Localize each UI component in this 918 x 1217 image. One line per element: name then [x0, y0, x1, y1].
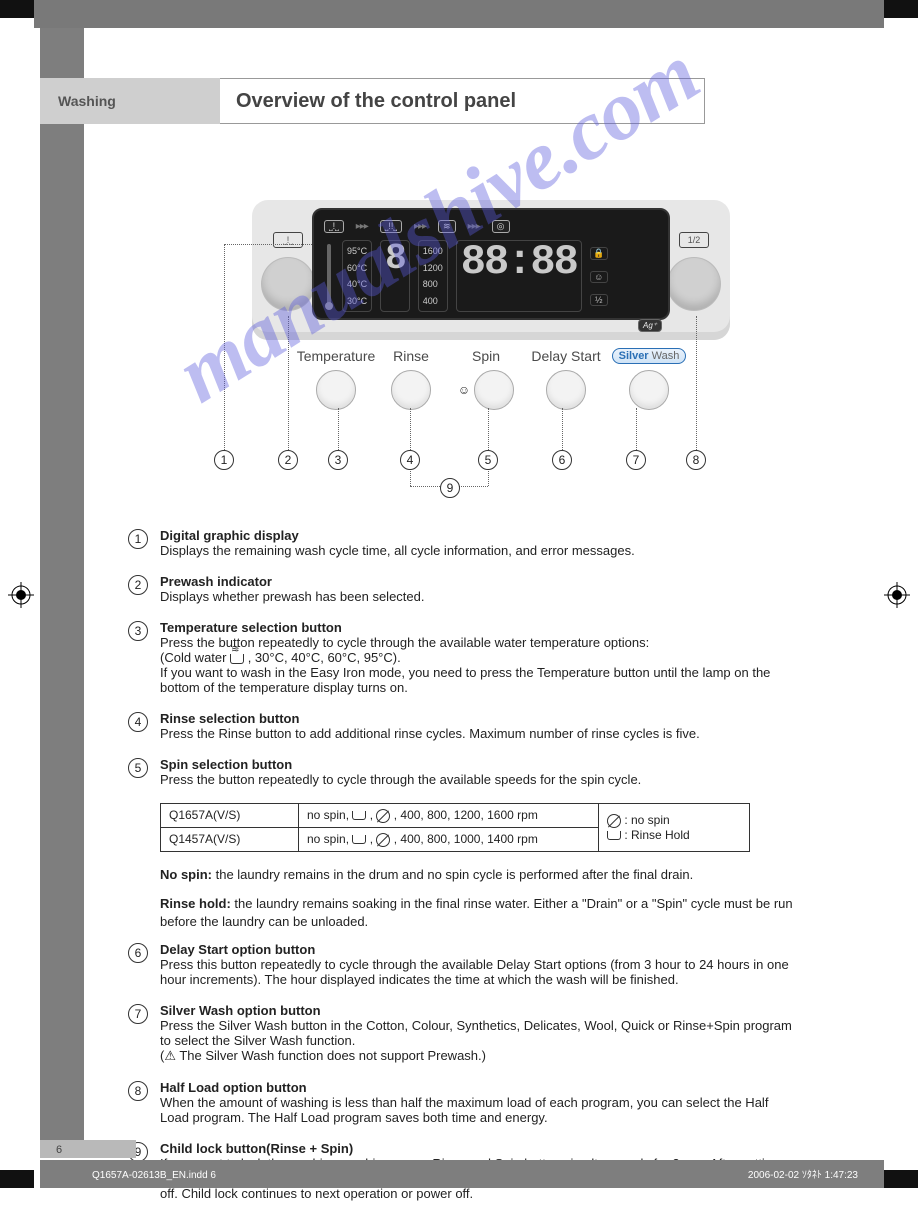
spin-control: Spin ☺ [446, 348, 526, 410]
section-header: Washing Overview of the control panel [40, 78, 705, 124]
spin-speed-table: Q1657A(V/S) no spin, , , 400, 800, 1200,… [160, 803, 750, 852]
bullet-num: 6 [128, 943, 148, 963]
child-lock-icon: ☺ [458, 383, 470, 397]
bullet-num: 2 [128, 575, 148, 595]
registration-mark-icon [884, 582, 910, 608]
table-cell-model: Q1657A(V/S) [161, 804, 299, 828]
marker-5: 5 [478, 450, 498, 470]
status-icons: 🔒 ☺ ½ [590, 240, 608, 312]
half-load-icon: ½ [590, 294, 608, 306]
display-panel: ⎵!⎵▸▸▸ ⎵!!⎵▸▸▸ ≋▸▸▸ ◎ 95°C 60°C 40°C 30°… [312, 208, 670, 320]
section-title: Overview of the control panel [220, 78, 705, 124]
marker-6: 6 [552, 450, 572, 470]
table-cell-legend: : no spin : Rinse Hold [599, 804, 750, 852]
prewash-button[interactable]: ⎵!⎵ [262, 258, 314, 310]
bullet-num: 8 [128, 1081, 148, 1101]
print-crop-nub-bl [0, 1170, 34, 1188]
sub-button-row: Temperature Rinse Spin ☺ Delay Start Sil… [296, 348, 702, 410]
item-text: Digital graphic displayDisplays the rema… [160, 528, 796, 558]
bullet-num: 7 [128, 1004, 148, 1024]
spin-speed-list: 1600 1200 800 400 [418, 240, 448, 312]
temperature-list: 95°C 60°C 40°C 30°C [342, 240, 372, 312]
item-text: Spin selection buttonPress the button re… [160, 757, 796, 787]
marker-3: 3 [328, 450, 348, 470]
progress-stage-icon: ⎵!⎵ [324, 220, 344, 233]
rinse-label: Rinse [393, 348, 429, 364]
marker-2: 2 [278, 450, 298, 470]
note-no-spin: No spin: the laundry remains in the drum… [160, 866, 796, 884]
footer-timestamp: 2006-02-02 ｿﾀﾈﾄ 1:47:23 [748, 1166, 858, 1181]
spin-button[interactable] [474, 370, 514, 410]
silver-wash-control: Silver Wash [606, 348, 692, 410]
lock-icon: 🔒 [590, 247, 608, 260]
leader-line [224, 244, 312, 245]
item-text: Rinse selection buttonPress the Rinse bu… [160, 711, 796, 741]
table-cell-speeds: no spin, , , 400, 800, 1000, 1400 rpm [299, 827, 599, 851]
table-cell-speeds: no spin, , , 400, 800, 1200, 1600 rpm [299, 804, 599, 828]
marker-7: 7 [626, 450, 646, 470]
leader-line [224, 244, 225, 458]
rinse-button[interactable] [391, 370, 431, 410]
print-crop-nub-tr [884, 0, 918, 18]
time-display: 88:88 [456, 240, 582, 312]
progress-stage-icon: ≋ [438, 220, 456, 233]
ag-plus-badge: Ag⁺ [638, 319, 662, 332]
delay-start-control: Delay Start [526, 348, 606, 410]
silver-wash-button[interactable] [629, 370, 669, 410]
control-panel-figure: ⎵!⎵ 1/2 ⎵!⎵▸▸▸ ⎵!!⎵▸▸▸ ≋▸▸▸ ◎ 95°C 60°C … [252, 200, 730, 500]
item-text: Prewash indicatorDisplays whether prewas… [160, 574, 796, 604]
marker-4: 4 [400, 450, 420, 470]
body-text: 1 Digital graphic displayDisplays the rem… [128, 528, 796, 1217]
thermometer-icon [324, 240, 334, 312]
marker-9: 9 [440, 478, 460, 498]
left-margin-column [40, 28, 84, 1158]
marker-8: 8 [686, 450, 706, 470]
item-text: Silver Wash option buttonPress the Silve… [160, 1003, 796, 1064]
note-rinse-hold: Rinse hold: the laundry remains soaking … [160, 895, 796, 930]
section-tab: Washing [40, 78, 220, 124]
item-text: Temperature selection buttonPress the bu… [160, 620, 796, 695]
footer-filename: Q1657A-02613B_EN.indd 6 [92, 1170, 216, 1181]
item-text: Half Load option buttonWhen the amount o… [160, 1080, 796, 1125]
bullet-num: 3 [128, 621, 148, 641]
rinse-control: Rinse [376, 348, 446, 410]
delay-start-label: Delay Start [531, 348, 600, 364]
prewash-icon: ⎵!⎵ [273, 232, 303, 248]
leader-line [288, 316, 289, 458]
delay-start-button[interactable] [546, 370, 586, 410]
item-text: Delay Start option buttonPress this butt… [160, 942, 796, 987]
rinse-count-display: 8 [380, 240, 410, 312]
temperature-label: Temperature [297, 348, 376, 364]
bullet-num: 4 [128, 712, 148, 732]
print-crop-nub-br [884, 1170, 918, 1188]
marker-1: 1 [214, 450, 234, 470]
silver-wash-badge: Silver Wash [612, 348, 687, 364]
table-cell-model: Q1457A(V/S) [161, 827, 299, 851]
half-load-button[interactable]: 1/2 [668, 258, 720, 310]
registration-mark-icon [8, 582, 34, 608]
page-number: 6 [56, 1144, 62, 1156]
top-gray-strip [34, 0, 884, 28]
spin-table-wrap: Q1657A(V/S) no spin, , , 400, 800, 1200,… [128, 803, 796, 930]
progress-stage-icon: ◎ [492, 220, 510, 233]
child-icon: ☺ [590, 271, 608, 283]
progress-stage-icon: ⎵!!⎵ [380, 220, 402, 233]
progress-row: ⎵!⎵▸▸▸ ⎵!!⎵▸▸▸ ≋▸▸▸ ◎ [324, 216, 658, 236]
print-crop-nub-tl [0, 0, 34, 18]
leader-line [696, 316, 697, 458]
bullet-num: 1 [128, 529, 148, 549]
temperature-button[interactable] [316, 370, 356, 410]
half-load-icon: 1/2 [679, 232, 709, 248]
spin-label: Spin [472, 348, 500, 364]
footer-page-bar [40, 1140, 136, 1158]
temperature-control: Temperature [296, 348, 376, 410]
bullet-num: 5 [128, 758, 148, 778]
